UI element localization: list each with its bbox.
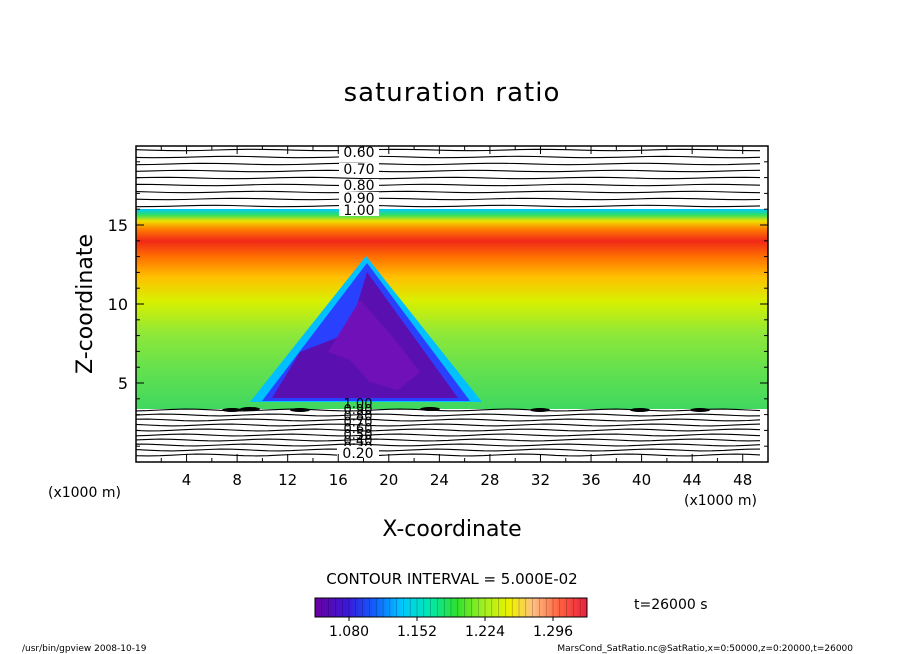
colorbar-segments xyxy=(321,598,581,617)
contour-blob xyxy=(530,408,550,412)
x-tick-label: 32 xyxy=(531,471,550,489)
contour-line xyxy=(136,433,761,437)
contour-line xyxy=(136,413,761,417)
contour-label-bg xyxy=(339,204,379,216)
contour-label: 0.90 xyxy=(343,191,374,207)
y-tick-label: 10 xyxy=(108,295,128,314)
upper-contour-lines xyxy=(136,148,761,208)
lower-contour-labels: 1.000.900.800.700.600.500.400.300.200.20 xyxy=(337,397,379,462)
contour-label-bg xyxy=(339,146,379,158)
x-unit-left: (x1000 m) xyxy=(48,485,121,501)
contour-blob xyxy=(690,408,710,412)
x-tick-label: 40 xyxy=(632,471,651,489)
plot-area xyxy=(136,148,768,457)
contour-blob xyxy=(240,407,260,411)
x-tick-label: 36 xyxy=(581,471,600,489)
contour-line xyxy=(136,438,761,442)
x-axis-label: X-coordinate xyxy=(382,517,521,542)
x-tick-label: 20 xyxy=(379,471,398,489)
contour-label: 0.70 xyxy=(343,162,374,178)
y-axis-label: Z-coordinate xyxy=(73,234,98,374)
contour-label: 0.20 xyxy=(342,446,373,462)
contour-label: 0.60 xyxy=(343,145,374,161)
time-label: t=26000 s xyxy=(634,597,708,613)
contour-line xyxy=(136,169,761,173)
footer-right: MarsCond_SatRatio.nc@SatRatio,x=0:50000,… xyxy=(557,644,853,654)
contour-line xyxy=(136,418,761,422)
colorbar-tick-label: 1.152 xyxy=(397,624,437,640)
contour-label: 1.00 xyxy=(343,203,374,219)
contour-label-bg xyxy=(339,163,379,175)
contour-blob xyxy=(630,408,650,412)
contour-blob xyxy=(420,407,440,411)
x-unit-right: (x1000 m) xyxy=(684,493,757,509)
contour-label: 0.90 xyxy=(344,403,373,418)
contour-label: 0.70 xyxy=(344,416,373,431)
contour-line xyxy=(136,448,761,452)
colorbar-tick-label: 1.080 xyxy=(329,624,369,640)
contour-label-bg xyxy=(339,192,379,204)
contour-line xyxy=(136,453,761,457)
contour-interval-text: CONTOUR INTERVAL = 5.000E-02 xyxy=(326,570,577,588)
contour-label: 0.80 xyxy=(343,178,374,194)
contour-label: 0.60 xyxy=(344,422,373,437)
contour-blob xyxy=(222,408,242,412)
contour-label: 0.80 xyxy=(344,409,373,424)
contour-label-bg xyxy=(339,179,379,191)
contour-line xyxy=(136,428,761,432)
lower-contour-lines xyxy=(136,407,761,457)
contour-blob xyxy=(290,408,310,412)
y-axis: 5 10 15 xyxy=(108,161,768,447)
x-tick-label: 44 xyxy=(683,471,702,489)
contour-line xyxy=(136,183,761,187)
y-tick-label: 5 xyxy=(118,374,128,393)
colorbar-ticks: 1.080 1.152 1.224 1.296 xyxy=(329,617,573,640)
footer-left: /usr/bin/gpview 2008-10-19 xyxy=(22,644,147,654)
upper-contour-labels: 0.600.700.800.901.00 xyxy=(339,145,379,219)
contour-line xyxy=(136,155,761,159)
contour-line xyxy=(136,148,761,152)
x-axis: 4 8 12 16 20 24 28 32 36 40 44 48 xyxy=(160,146,752,489)
contour-line xyxy=(136,197,761,201)
contour-line xyxy=(136,443,761,447)
contour-line xyxy=(136,204,761,208)
x-tick-label: 48 xyxy=(733,471,752,489)
contour-label: 0.50 xyxy=(344,428,373,443)
x-tick-label: 12 xyxy=(278,471,297,489)
x-tick-label: 16 xyxy=(329,471,348,489)
contour-line xyxy=(136,190,761,194)
y-tick-label: 15 xyxy=(108,216,128,235)
contour-label-bg xyxy=(337,446,379,458)
x-tick-label: 8 xyxy=(232,471,242,489)
colorbar-tick-label: 1.224 xyxy=(465,624,505,640)
x-tick-label: 4 xyxy=(182,471,192,489)
contour-label: 1.00 xyxy=(344,397,373,412)
contour-label: 0.40 xyxy=(344,434,373,449)
contour-line xyxy=(136,176,761,180)
contour-line xyxy=(136,162,761,166)
x-tick-label: 28 xyxy=(480,471,499,489)
x-tick-label: 24 xyxy=(430,471,449,489)
colorbar-tick-label: 1.296 xyxy=(533,624,573,640)
contour-line xyxy=(136,423,761,427)
mountain-core-inner xyxy=(328,300,420,390)
chart-title: saturation ratio xyxy=(344,78,561,108)
